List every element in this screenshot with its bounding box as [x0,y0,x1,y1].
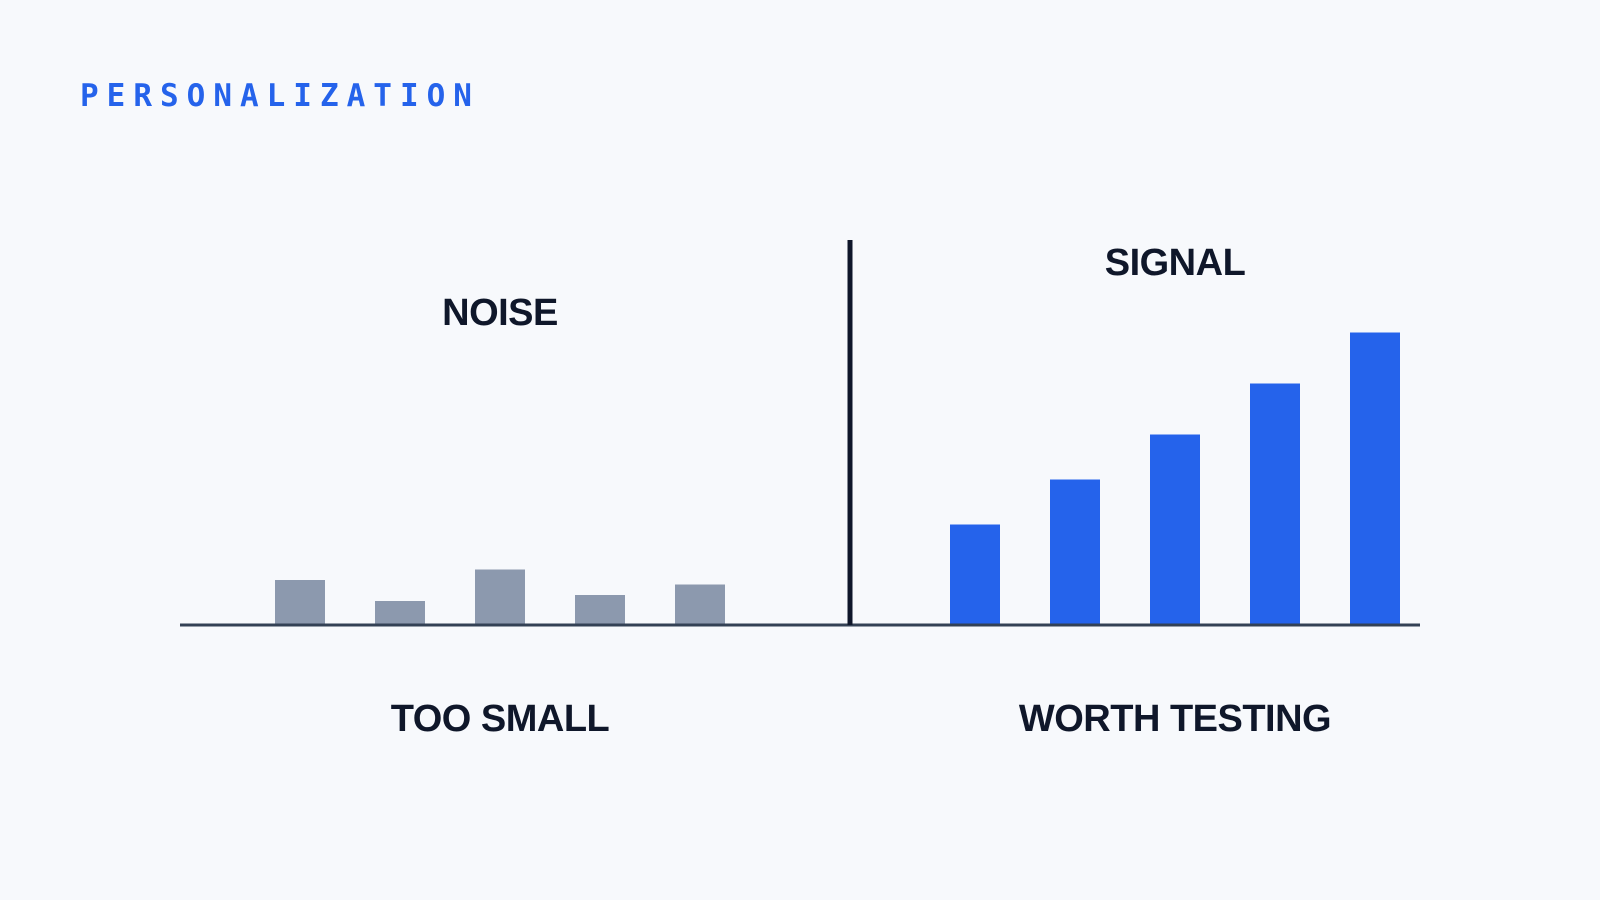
signal-label: SIGNAL [1105,242,1246,284]
signal-bar-1 [950,524,1000,625]
signal-bar-4 [1250,383,1300,625]
noise-label: NOISE [442,292,558,334]
eyebrow-title: PERSONALIZATION [80,78,480,114]
too-small-caption: TOO SMALL [391,698,610,740]
noise-bar-1 [275,580,325,625]
worth-testing-caption: WORTH TESTING [1019,698,1331,740]
noise-bar-2 [375,601,425,625]
signal-bar-2 [1050,479,1100,625]
signal-bar-5 [1350,332,1400,625]
noise-bar-3 [475,569,525,625]
noise-bar-5 [675,584,725,625]
noise-bar-4 [575,595,625,625]
bars-layer [275,332,1400,625]
signal-bar-3 [1150,434,1200,625]
